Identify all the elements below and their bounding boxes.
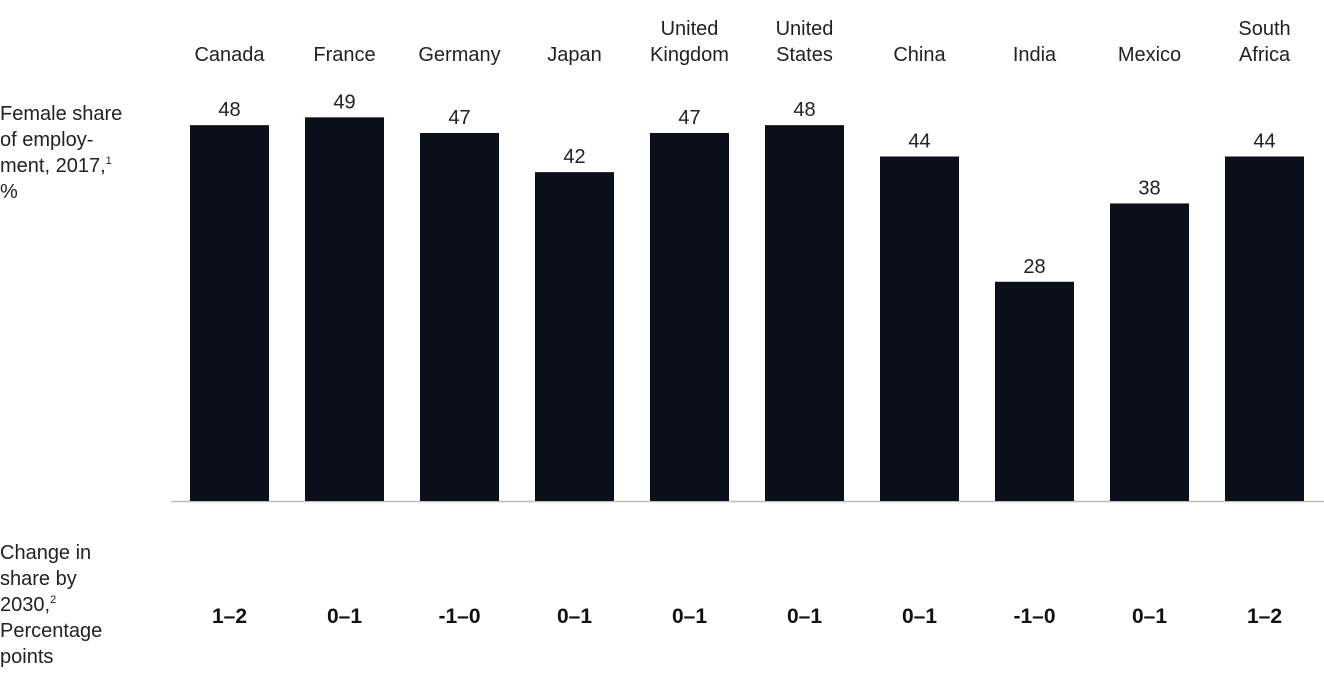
bar — [650, 132, 729, 502]
category-label: Kingdom — [650, 44, 729, 66]
category-label: India — [1013, 44, 1057, 66]
bar — [995, 281, 1074, 501]
category-label: South — [1238, 18, 1290, 40]
bar-value-label: 48 — [218, 99, 240, 121]
change-value-label: 1–2 — [1247, 605, 1282, 628]
category-label: China — [893, 44, 946, 66]
category-label: United — [661, 18, 719, 40]
change-row-label: Change in share by 2030,2 Percentage point… — [0, 540, 150, 670]
change-value-label: 0–1 — [787, 605, 822, 628]
bar — [420, 132, 499, 502]
bar-value-label: 38 — [1138, 177, 1160, 199]
category-label: Canada — [194, 44, 265, 66]
employment-row-label: Female share of employ-ment, 2017,1 % — [0, 101, 160, 205]
change-value-label: 1–2 — [212, 605, 247, 628]
bar — [765, 125, 844, 501]
employment-label-text: Female share of employ-ment, 2017, — [0, 103, 123, 177]
change-value-label: -1–0 — [438, 605, 480, 628]
bar — [1110, 203, 1189, 501]
bar-value-label: 48 — [793, 99, 815, 121]
bar-value-label: 42 — [563, 146, 585, 168]
bar-value-label: 49 — [333, 91, 355, 113]
change-unit-line2: points — [0, 646, 54, 668]
bar — [305, 117, 384, 501]
change-value-label: 0–1 — [1132, 605, 1167, 628]
bar — [880, 156, 959, 502]
change-footnote: 2 — [50, 594, 57, 606]
bar-value-label: 44 — [908, 130, 930, 152]
category-label: Japan — [547, 44, 602, 66]
change-value-label: -1–0 — [1013, 605, 1055, 628]
employment-unit: % — [0, 181, 18, 203]
change-value-label: 0–1 — [327, 605, 362, 628]
bar-value-label: 44 — [1253, 130, 1275, 152]
category-label: United — [776, 18, 834, 40]
change-unit-line1: Percentage — [0, 620, 103, 642]
change-label-text: Change in share by 2030, — [0, 542, 92, 616]
category-label: States — [776, 44, 833, 66]
change-value-label: 0–1 — [902, 605, 937, 628]
change-value-label: 0–1 — [557, 605, 592, 628]
bar — [1225, 156, 1304, 502]
employment-footnote: 1 — [105, 155, 112, 167]
bar — [190, 125, 269, 501]
category-label: Mexico — [1118, 44, 1181, 66]
change-value-label: 0–1 — [672, 605, 707, 628]
category-label: Africa — [1239, 44, 1291, 66]
bar — [535, 172, 614, 501]
bar-value-label: 28 — [1023, 256, 1045, 278]
category-label: Germany — [418, 44, 500, 66]
bar-value-label: 47 — [678, 107, 700, 129]
category-label: France — [313, 44, 375, 66]
bar-value-label: 47 — [448, 107, 470, 129]
